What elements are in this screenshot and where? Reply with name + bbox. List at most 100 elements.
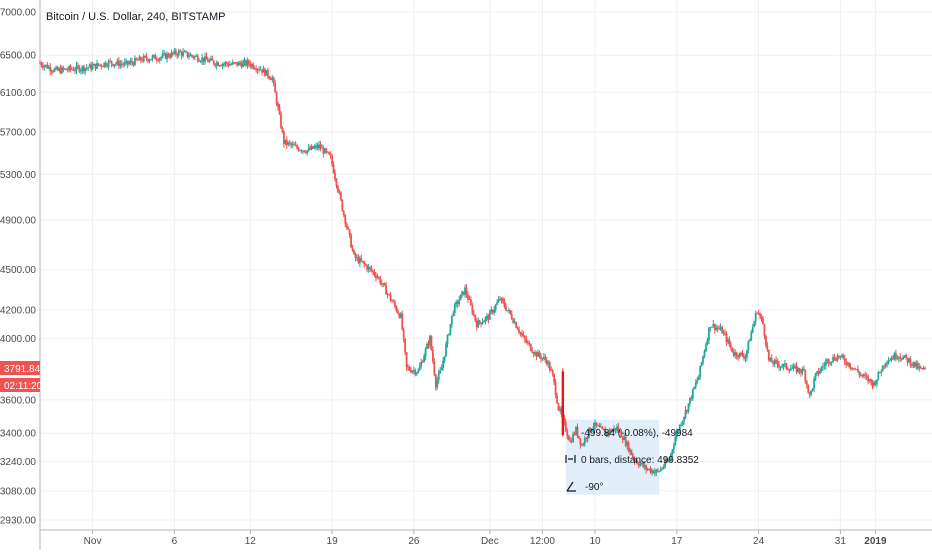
candle	[296, 143, 298, 150]
candle	[471, 302, 474, 316]
candle	[532, 351, 535, 358]
candle	[112, 63, 114, 67]
candle	[408, 365, 411, 372]
candle	[751, 324, 754, 334]
candle	[595, 422, 598, 428]
candle	[469, 296, 472, 306]
candle	[281, 126, 284, 134]
candle	[778, 360, 780, 371]
candle	[643, 461, 646, 471]
candle	[401, 310, 404, 331]
candle	[535, 351, 538, 360]
candle	[893, 351, 896, 361]
candle	[545, 356, 548, 366]
candle	[68, 64, 71, 72]
candle	[889, 358, 891, 361]
candle	[331, 153, 334, 168]
candle	[288, 140, 291, 147]
candle	[306, 150, 309, 156]
candle	[301, 150, 304, 155]
candle	[246, 57, 249, 69]
time-tick-label: Dec	[481, 536, 499, 547]
candle	[142, 53, 145, 63]
candle	[153, 54, 155, 58]
candle	[204, 52, 206, 65]
candle	[537, 349, 539, 357]
candle	[166, 51, 168, 63]
candle	[303, 150, 306, 153]
candle	[392, 299, 395, 304]
candle	[375, 271, 377, 282]
candle	[63, 68, 66, 71]
candle	[243, 57, 246, 67]
candle	[591, 428, 593, 432]
candle	[725, 331, 728, 346]
candle	[208, 58, 211, 64]
candle	[262, 65, 265, 73]
candle	[486, 313, 488, 322]
candle	[135, 57, 138, 61]
candle	[745, 350, 748, 362]
candle	[551, 368, 554, 377]
candle	[922, 365, 925, 370]
candle	[702, 355, 704, 365]
candle	[335, 178, 338, 189]
candle	[205, 52, 208, 60]
candle	[185, 50, 187, 53]
candle	[218, 64, 221, 68]
candle	[762, 316, 764, 325]
candle	[227, 61, 230, 68]
candle	[518, 326, 520, 335]
candle	[236, 62, 239, 68]
candle	[678, 424, 681, 434]
candle	[880, 369, 883, 377]
time-tick-label: 31	[835, 536, 847, 547]
candle	[510, 310, 513, 321]
candle	[499, 296, 501, 301]
candle	[107, 59, 110, 71]
candle	[55, 65, 57, 70]
candle	[830, 361, 833, 367]
candle	[564, 419, 567, 433]
candle	[563, 414, 566, 426]
candle	[157, 57, 160, 62]
candle	[337, 184, 339, 194]
candle	[154, 53, 157, 60]
countdown-value: 02:11:20	[4, 381, 43, 392]
candle	[431, 346, 434, 364]
candle	[823, 361, 826, 371]
candle	[519, 331, 522, 337]
candle	[668, 457, 671, 462]
candle	[294, 141, 297, 147]
candle	[671, 448, 674, 458]
candle	[442, 357, 445, 371]
candle	[566, 428, 569, 440]
candle	[141, 57, 144, 63]
candle	[534, 350, 537, 357]
candle	[410, 366, 412, 374]
candle	[757, 310, 760, 316]
candle	[627, 440, 630, 453]
candle	[808, 391, 811, 399]
candle	[875, 379, 878, 388]
candle	[710, 326, 713, 328]
candle	[807, 384, 810, 394]
candle	[266, 67, 269, 80]
candle	[315, 142, 317, 151]
candle	[802, 365, 805, 371]
candle	[505, 302, 507, 312]
candle	[708, 326, 710, 344]
candle	[900, 357, 903, 362]
candle	[272, 76, 275, 87]
candle	[461, 290, 463, 298]
candle	[148, 58, 151, 64]
candle	[624, 432, 627, 448]
candle	[897, 355, 900, 362]
candle	[415, 372, 418, 377]
candle	[709, 326, 712, 332]
candle	[693, 386, 696, 390]
candle	[85, 64, 88, 71]
candle	[613, 425, 615, 432]
